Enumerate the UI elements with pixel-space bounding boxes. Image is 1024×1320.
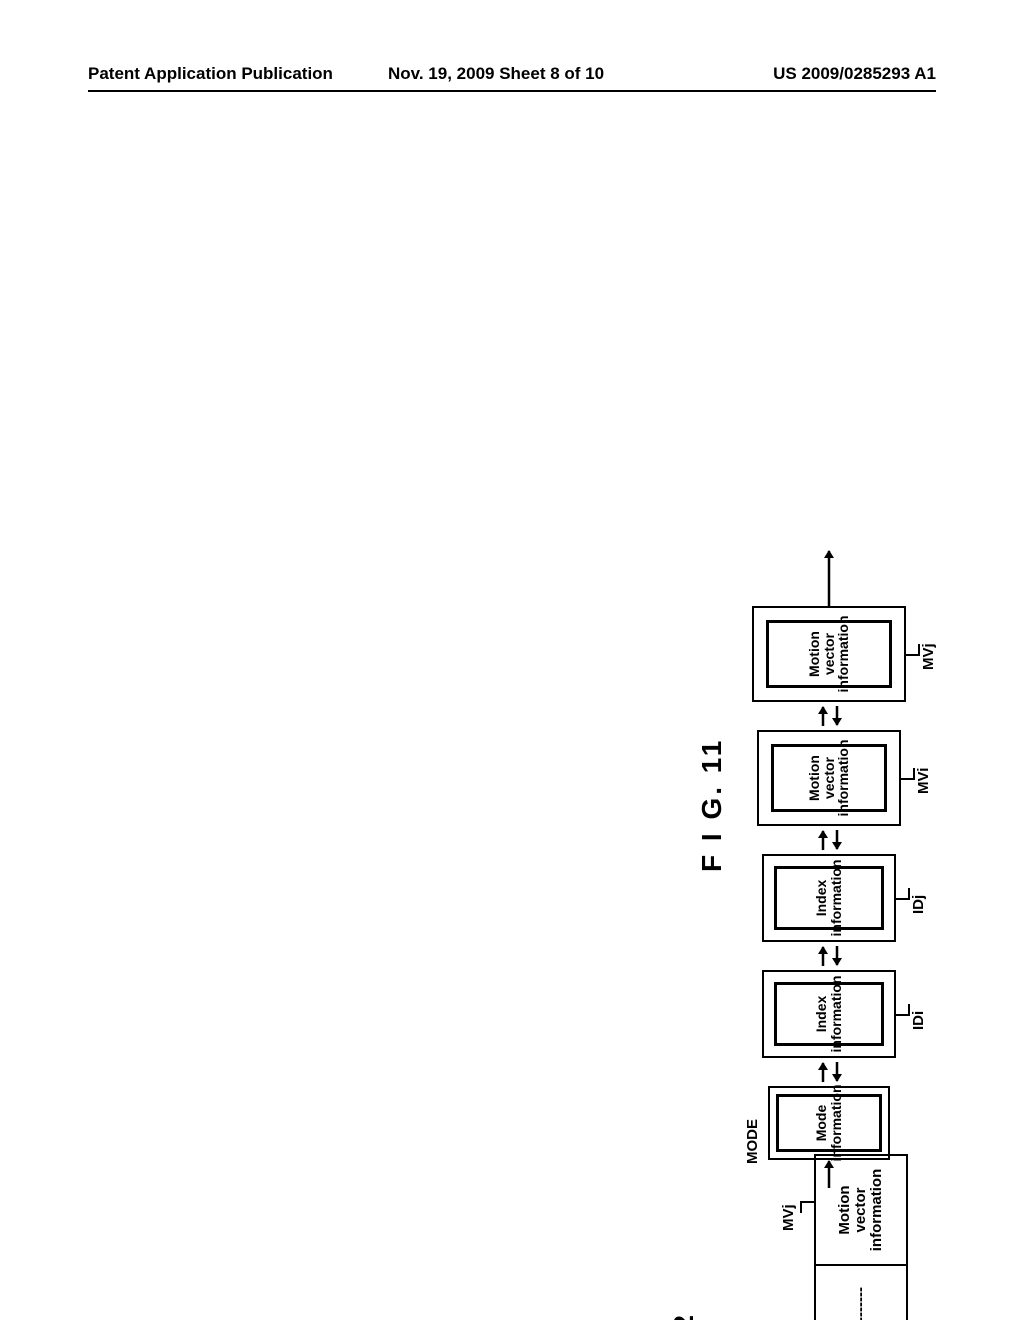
fig11-outer-1: Index information [762,970,896,1058]
fig11-outer-0: Mode information [768,1086,890,1160]
header-left: Patent Application Publication [88,64,333,84]
fig11-outer-2: Index information [762,854,896,942]
fig11-inner-2: Index information [774,866,884,930]
fig11-label-2: IDj [910,895,927,914]
fig11-label-3: MVi [915,768,932,794]
fig12-hook-4 [800,1201,814,1213]
fig11-arrow-back-0 [829,1062,850,1082]
fig12-label-4: MVj [780,1204,797,1231]
fig11-label-1: IDi [910,1011,927,1030]
fig11-label-0: MODE [744,1119,761,1164]
fig11-outer-4: Motion vector information [752,606,906,702]
header-rule [88,90,936,92]
fig11-caption: F I G. 11 [696,738,728,872]
fig11-label-4: MVj [920,643,937,670]
fig12-cell-3: -------- [814,1264,908,1320]
fig11-hook-3 [901,768,915,780]
header-right: US 2009/0285293 A1 [773,64,936,84]
fig11: Mode informationMODEIndex informationIDi… [716,550,914,1188]
fig11-hook-4 [906,644,920,656]
fig11-outer-3: Motion vector information [757,730,901,826]
fig11-hook-1 [896,1004,910,1016]
fig11-hook-2 [896,888,910,900]
fig11-arrow-back-2 [829,830,850,850]
fig12-row: Mode informationIndex informationMotion … [814,1154,908,1320]
fig12: MODEIDiMViMVjMode informationIndex infor… [778,1154,914,1320]
fig11-arrow-out [821,550,842,606]
fig11-arrow-back-3 [829,706,850,726]
fig12-caption: F I G. 12 [668,1312,700,1320]
fig11-inner-4: Motion vector information [766,620,892,688]
header-mid: Nov. 19, 2009 Sheet 8 of 10 [388,64,604,84]
fig11-inner-3: Motion vector information [771,744,887,812]
fig11-inner-0: Mode information [776,1094,882,1152]
fig11-arrow-back-1 [829,946,850,966]
fig11-inner-1: Index information [774,982,884,1046]
fig12-cell-4: Motion vector information [814,1154,908,1264]
